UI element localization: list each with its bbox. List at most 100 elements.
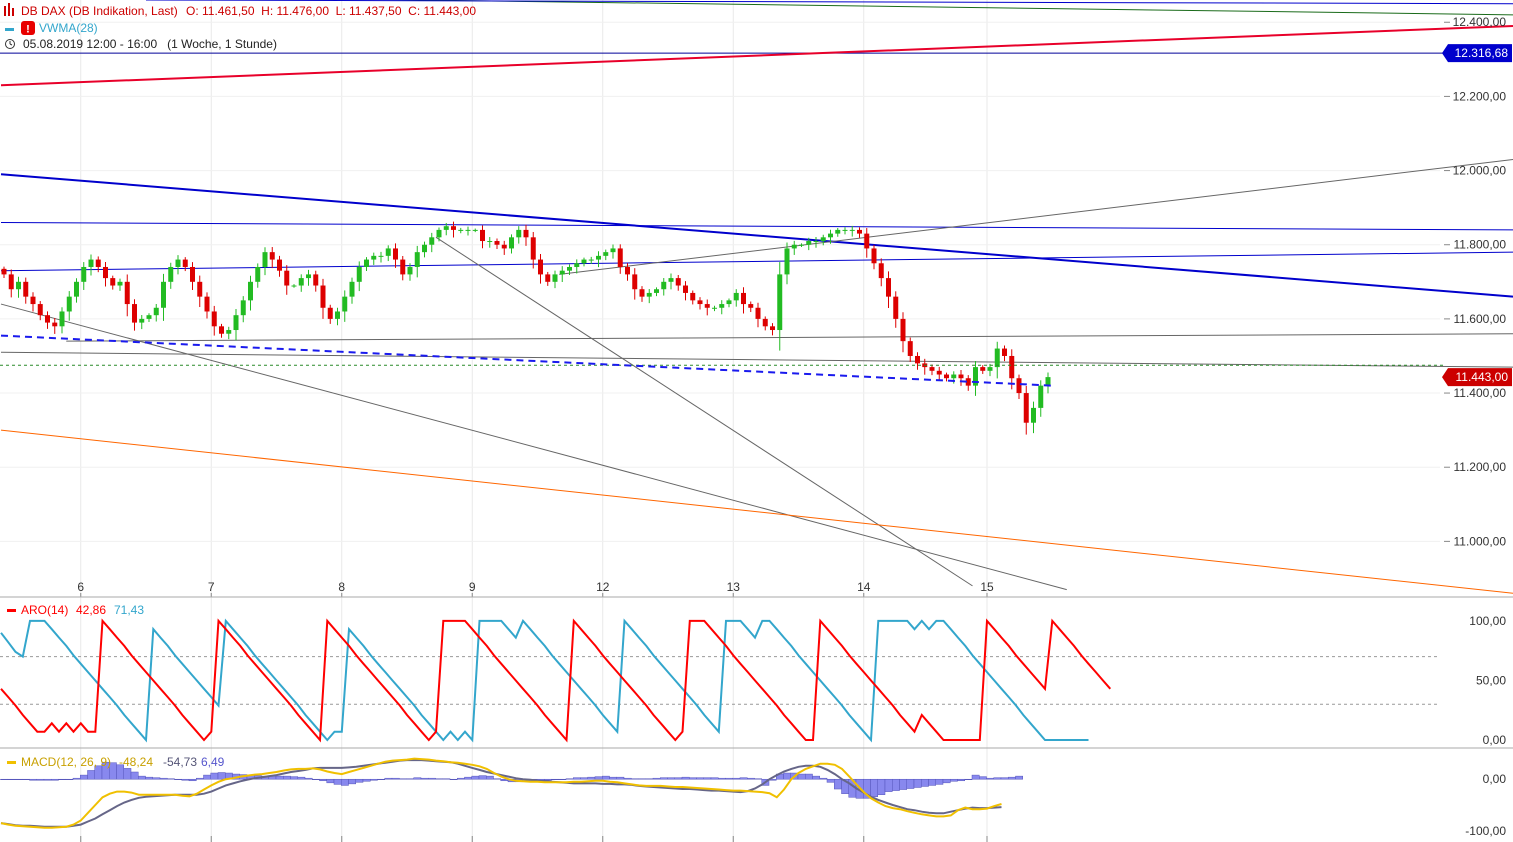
candle-body bbox=[269, 252, 275, 260]
trendline[interactable] bbox=[0, 173, 1513, 298]
candle-body bbox=[1016, 378, 1022, 394]
histogram-bar bbox=[696, 777, 704, 780]
price-axis: 12.400,00 12.200,00 12.000,00 11.800,00 11.6… bbox=[1442, 15, 1512, 548]
candle-body bbox=[385, 248, 391, 256]
candle-body bbox=[842, 229, 848, 231]
macd-legend-swatch bbox=[7, 761, 16, 764]
candle-body bbox=[820, 237, 826, 242]
date-axis: 6 7 8 9 12 13 14 15 bbox=[77, 580, 994, 597]
trendline[interactable] bbox=[0, 303, 1067, 591]
trendline[interactable] bbox=[0, 24, 1513, 87]
histogram-bar bbox=[602, 775, 610, 780]
vwma-line bbox=[0, 334, 1053, 387]
aroon-panel[interactable]: 100,00 50,00 0,00 bbox=[0, 614, 1506, 747]
histogram-bar bbox=[834, 778, 842, 790]
candle-body bbox=[762, 318, 768, 327]
vwma-legend-swatch bbox=[5, 28, 14, 31]
candle-body bbox=[393, 248, 398, 260]
candle-body bbox=[30, 296, 36, 305]
candle-body bbox=[226, 330, 232, 334]
histogram-bar bbox=[43, 778, 52, 781]
aroon-lines bbox=[0, 618, 1112, 743]
candle-body bbox=[458, 229, 464, 231]
histogram-bar bbox=[645, 778, 654, 780]
price-tag-text: 11.443,00 bbox=[1456, 370, 1509, 384]
candle-body bbox=[951, 374, 957, 379]
trendline[interactable] bbox=[66, 333, 1513, 342]
candle-body bbox=[791, 244, 797, 249]
histogram-bar bbox=[754, 778, 762, 780]
histogram-bar bbox=[312, 778, 320, 780]
candle-body bbox=[494, 241, 500, 245]
histogram-bar bbox=[384, 777, 393, 780]
trendline[interactable] bbox=[0, 221, 1513, 231]
histogram-bar bbox=[283, 775, 291, 780]
trendline[interactable] bbox=[435, 236, 973, 587]
candle-body bbox=[675, 278, 681, 286]
candle-body bbox=[327, 307, 333, 319]
candle-body bbox=[704, 304, 710, 308]
candle-body bbox=[712, 307, 717, 309]
histogram-bar bbox=[928, 778, 936, 786]
vwma-legend-label[interactable]: VWMA(28) bbox=[39, 21, 98, 35]
candle-body bbox=[907, 341, 913, 356]
candle-body bbox=[277, 259, 282, 271]
histogram-bar bbox=[152, 777, 161, 780]
histogram-bar bbox=[652, 777, 661, 780]
trendline[interactable] bbox=[0, 251, 1513, 272]
macd-panel[interactable]: 0,00 -100,00 bbox=[0, 757, 1507, 842]
aroon-legend-title[interactable]: ARO(14) bbox=[21, 603, 68, 617]
y-tick-label: 12.000,00 bbox=[1453, 164, 1507, 178]
candle-body bbox=[45, 315, 50, 323]
macd-legend-title[interactable]: MACD(12, 26, 9) bbox=[21, 755, 111, 769]
trendline[interactable] bbox=[0, 429, 1513, 594]
candle-body bbox=[523, 229, 529, 238]
histogram-bar bbox=[377, 778, 385, 780]
histogram-bar bbox=[826, 778, 835, 783]
candle-body bbox=[1031, 407, 1036, 423]
trendline[interactable] bbox=[145, 0, 1513, 5]
aroon-legend: ARO(14) 42,86 71,43 bbox=[7, 603, 144, 617]
x-tick-label: 8 bbox=[338, 580, 345, 594]
histogram-bar bbox=[196, 777, 204, 780]
price-tag bbox=[1442, 368, 1512, 387]
price-grid bbox=[0, 0, 1440, 842]
trendlines[interactable] bbox=[0, 0, 1513, 594]
trendline[interactable] bbox=[0, 351, 1513, 368]
histogram-bar bbox=[457, 777, 465, 780]
candle-body bbox=[146, 315, 152, 319]
candle-body bbox=[625, 266, 630, 275]
y-tick-label: 0,00 bbox=[1483, 733, 1507, 747]
histogram-bar bbox=[892, 778, 900, 791]
histogram-bar bbox=[167, 778, 175, 780]
candle-body bbox=[654, 289, 659, 293]
candle-body bbox=[132, 304, 137, 323]
trendline[interactable] bbox=[559, 158, 1513, 275]
aroon-axis: 100,00 50,00 0,00 bbox=[1469, 614, 1506, 747]
ohlc-values: O: 11.461,50 H: 11.476,00 L: 11.437,50 C… bbox=[186, 4, 476, 18]
candle-body bbox=[66, 296, 72, 312]
histogram-bar bbox=[551, 778, 559, 780]
candle-body bbox=[8, 274, 14, 290]
candle-body bbox=[574, 263, 580, 267]
histogram-bar bbox=[87, 770, 95, 780]
trendline[interactable] bbox=[146, 0, 1513, 16]
aroon-down-line bbox=[0, 618, 1112, 743]
histogram-bar bbox=[725, 777, 733, 780]
aroon-legend-swatch bbox=[7, 609, 16, 612]
candle-body bbox=[632, 274, 638, 290]
candle-body bbox=[335, 311, 340, 319]
instrument-name[interactable]: DB DAX (DB Indikation, Last) bbox=[21, 4, 178, 18]
warning-icon[interactable]: ! bbox=[21, 21, 35, 36]
histogram-bar bbox=[333, 778, 342, 785]
candle-body bbox=[733, 292, 739, 301]
candle-body bbox=[813, 241, 819, 243]
candle-body bbox=[52, 322, 58, 327]
aroon-up-line bbox=[0, 618, 1089, 743]
candle-body bbox=[37, 304, 43, 316]
candle-body bbox=[501, 244, 507, 249]
candle-body bbox=[59, 311, 65, 327]
y-tick-label: 11.200,00 bbox=[1454, 460, 1507, 474]
